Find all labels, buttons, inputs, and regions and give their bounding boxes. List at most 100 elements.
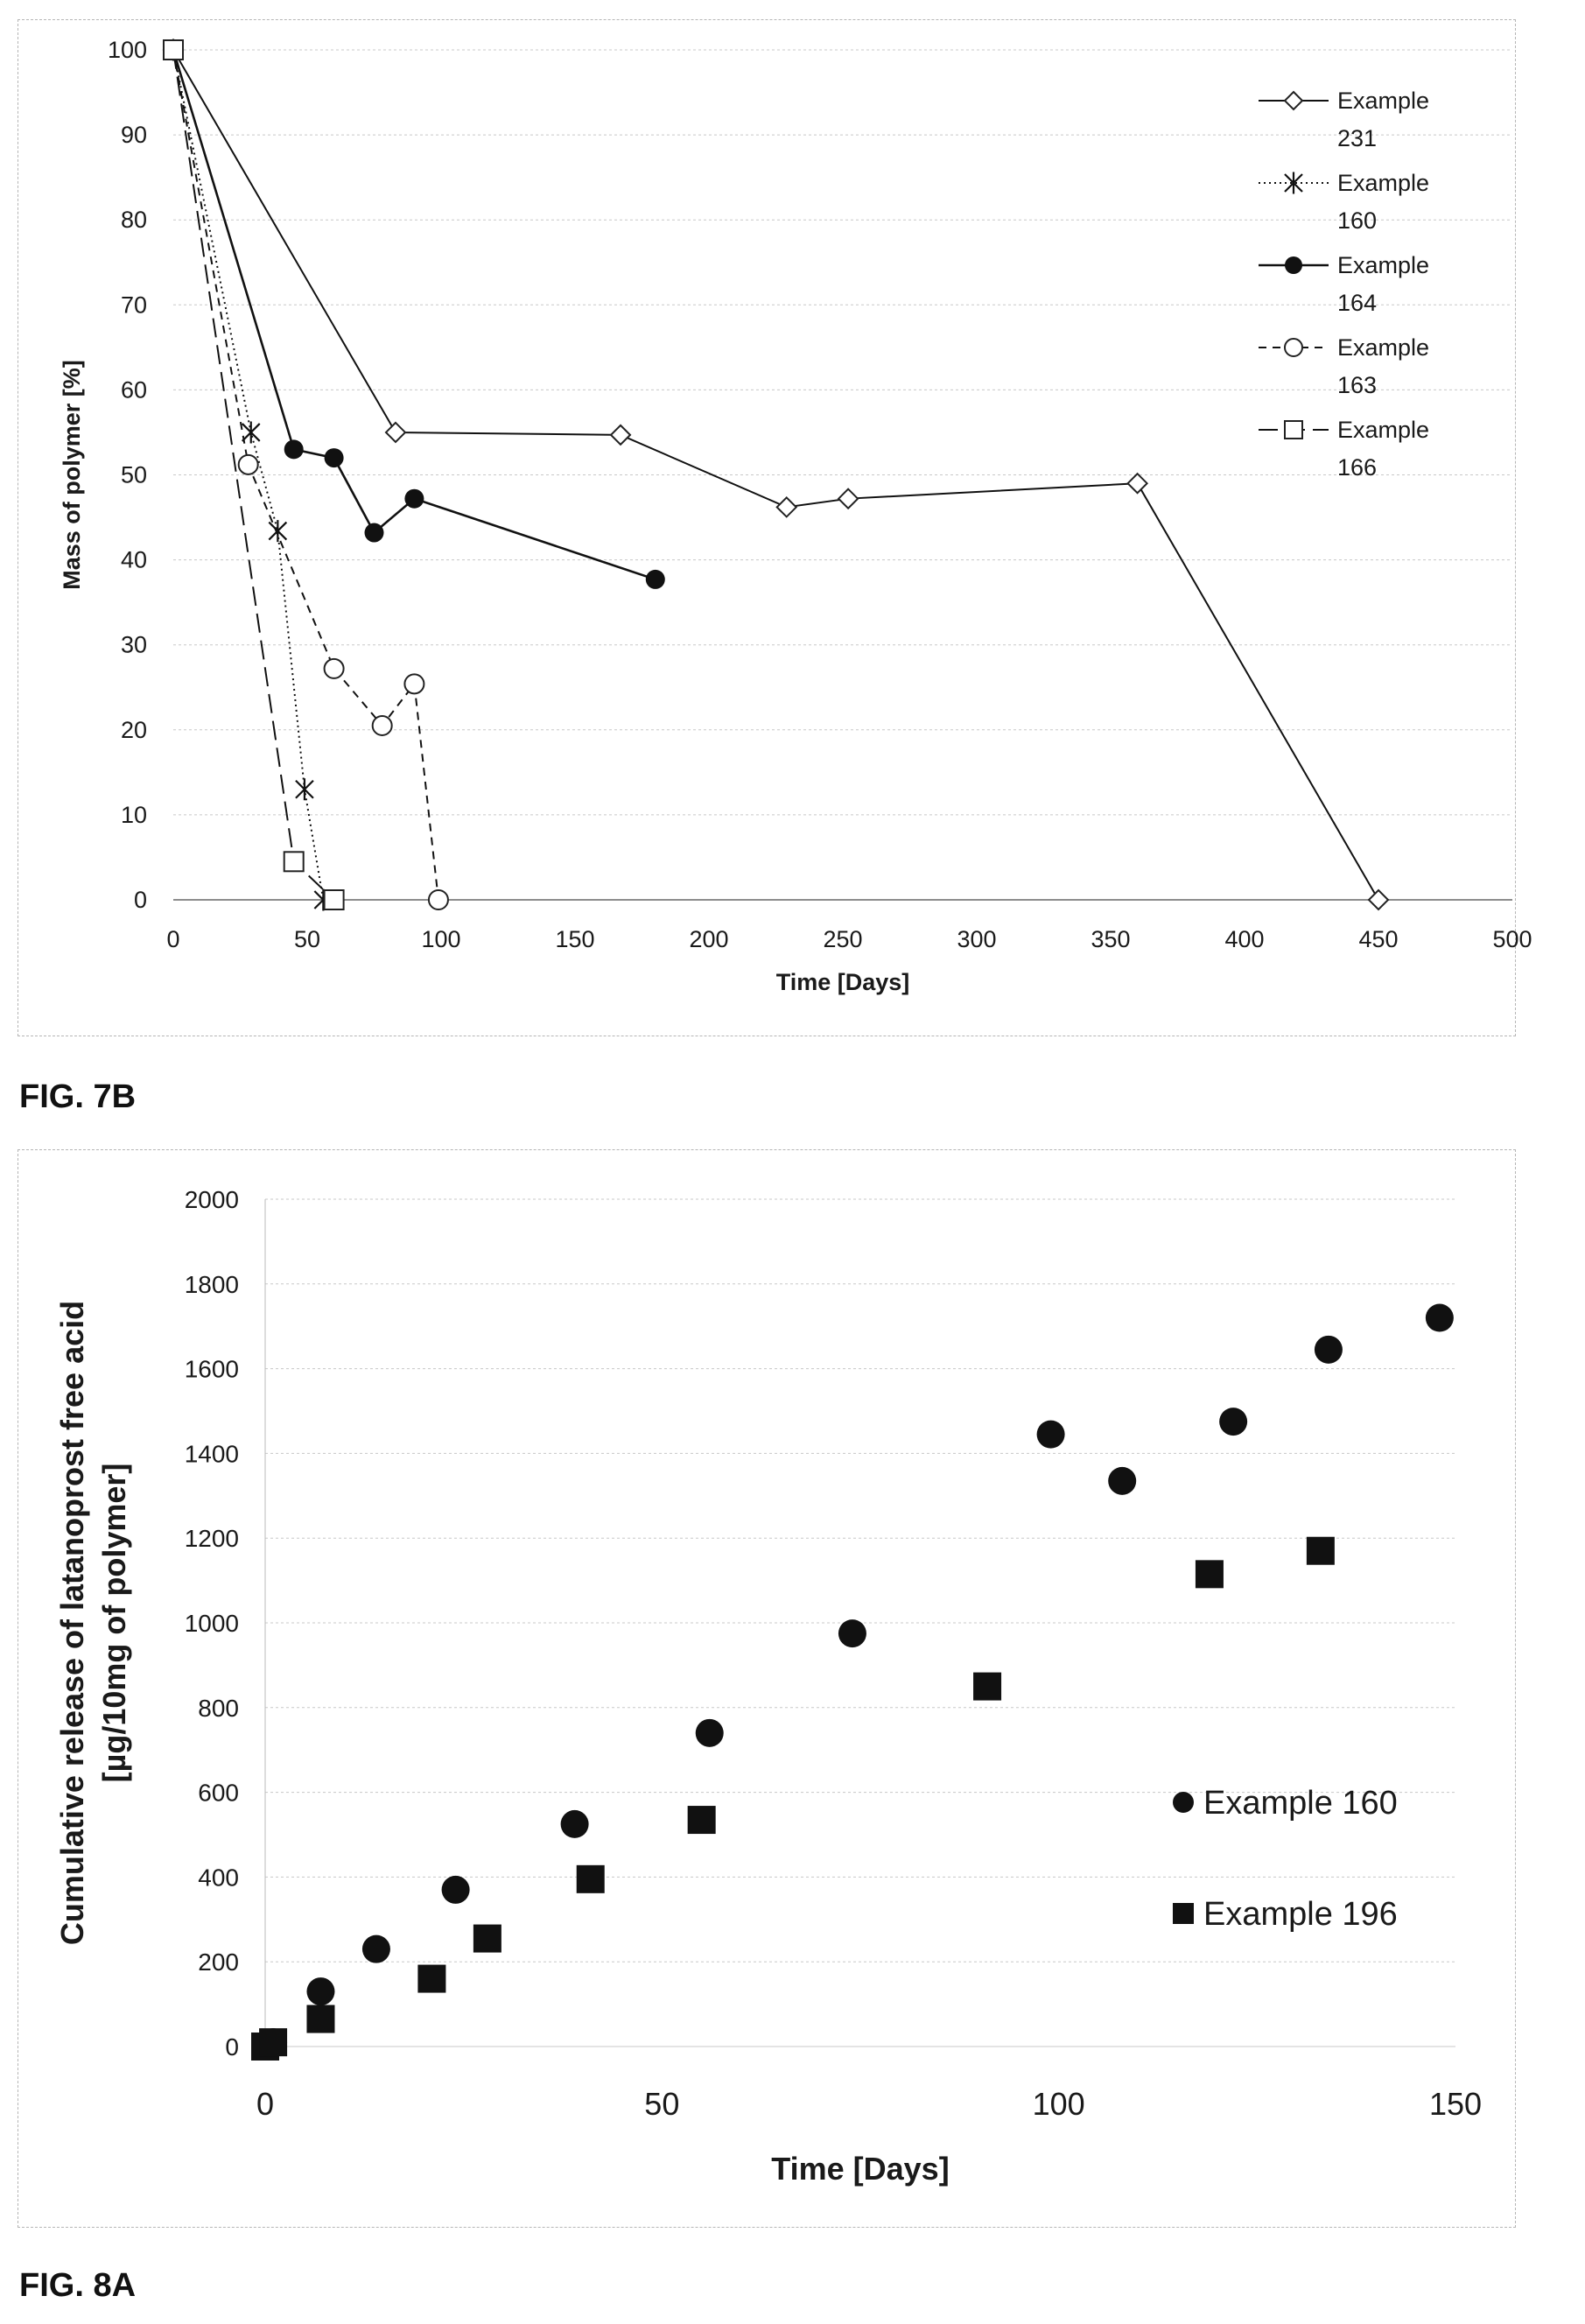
series-group: [162, 39, 1390, 911]
data-point: [241, 421, 261, 444]
data-point: [1367, 888, 1390, 911]
x-tick-label: 300: [957, 926, 996, 952]
data-point: [473, 1924, 501, 1953]
figure-label: FIG. 7B: [19, 1078, 137, 1115]
x-tick-label: 150: [555, 926, 594, 952]
data-point: [324, 448, 344, 468]
legend-marker: [1284, 338, 1303, 357]
legend-marker: [1285, 256, 1302, 274]
y-tick-label: 50: [121, 462, 147, 488]
x-tick-label: 100: [421, 926, 460, 952]
data-point: [695, 1718, 724, 1747]
mass-loss-chart: 0 10 20 30 40 50 60 70 80 90 100 0 50 100 150 200 250 300…: [59, 37, 1532, 995]
x-axis-title: Time [Days]: [776, 969, 910, 995]
figure-8a-panel: 0 200 400 600 800 1000 1200 1400 1600 1800 2000 0 50…: [18, 1149, 1516, 2228]
y-tick-label: 30: [121, 632, 147, 658]
y-tick-label: 600: [198, 1780, 239, 1807]
legend-label: 160: [1337, 207, 1377, 234]
x-tick-label: 50: [644, 2086, 679, 2122]
legend-label: 231: [1337, 125, 1377, 151]
series-group: [251, 1303, 1454, 2061]
data-point: [295, 778, 314, 801]
data-point: [284, 439, 304, 460]
data-point: [1219, 1408, 1248, 1436]
y-tick-label: 100: [108, 37, 147, 63]
y-tick-label: 70: [121, 291, 147, 318]
y-tick-label: 40: [121, 547, 147, 573]
y-tick-label: 200: [198, 1948, 239, 1976]
x-tick-label: 250: [823, 926, 862, 952]
y-tick-label: 10: [121, 802, 147, 828]
data-point: [1126, 472, 1149, 495]
series-line-3: [172, 49, 656, 581]
data-point: [775, 495, 798, 518]
x-tick-label: 450: [1358, 926, 1398, 952]
legend-label: Example 196: [1203, 1896, 1398, 1933]
x-tick-label: 0: [256, 2086, 274, 2122]
y-tick-label: 60: [121, 376, 147, 403]
data-point: [268, 520, 288, 543]
legend: Example 160 Example 196: [1173, 1785, 1398, 1933]
y-tick-label: 20: [121, 717, 147, 743]
data-point: [1306, 1536, 1335, 1565]
legend-label: Example: [1337, 88, 1429, 114]
figure-label: FIG. 8A: [19, 2267, 137, 2304]
legend-marker: [1173, 1903, 1194, 1924]
data-point: [384, 421, 407, 444]
y-tick-label: 1400: [185, 1440, 239, 1467]
data-point: [306, 1977, 335, 2006]
data-point: [364, 523, 384, 543]
data-point: [560, 1809, 589, 1838]
data-point: [1425, 1303, 1454, 1332]
y-axis-title: Cumulative release of latanoprost free a…: [54, 1301, 90, 1945]
data-point: [427, 889, 449, 910]
x-tick-label: 0: [166, 926, 179, 952]
y-tick-label: 80: [121, 207, 147, 233]
x-axis-title: Time [Days]: [771, 2151, 949, 2187]
data-point: [1036, 1420, 1065, 1449]
data-point: [237, 453, 259, 475]
data-point: [323, 657, 345, 679]
data-point: [1108, 1466, 1137, 1495]
legend-label: Example: [1337, 252, 1429, 278]
data-point: [283, 851, 305, 873]
data-point: [576, 1864, 605, 1893]
cumulative-release-chart: 0 200 400 600 800 1000 1200 1400 1600 1800 2000 0 50…: [54, 1186, 1482, 2187]
x-tick-label: 50: [294, 926, 320, 952]
y-tick-label: 1800: [185, 1271, 239, 1298]
legend-marker: [1284, 172, 1303, 194]
x-tick-label: 100: [1033, 2086, 1085, 2122]
data-point: [441, 1875, 470, 1904]
figure-7b-panel: 0 10 20 30 40 50 60 70 80 90 100 0 50 100 150 200 250 300…: [18, 19, 1532, 1036]
y-axis-title-line-2: [µg/10mg of polymer]: [96, 1464, 132, 1783]
y-tick-label: 0: [134, 887, 147, 913]
y-tick-label: 1000: [185, 1610, 239, 1637]
x-tick-label: 150: [1429, 2086, 1482, 2122]
y-tick-label: 1600: [185, 1356, 239, 1383]
y-axis-title: Mass of polymer [%]: [59, 360, 85, 590]
y-tick-label: 800: [198, 1695, 239, 1722]
data-point: [361, 1934, 390, 1963]
legend-label: 163: [1337, 372, 1377, 398]
y-tick-label: 0: [225, 2033, 239, 2061]
legend-label: Example: [1337, 170, 1429, 196]
data-point: [1314, 1335, 1343, 1364]
x-tick-label: 400: [1224, 926, 1264, 952]
data-point: [687, 1806, 716, 1835]
legend-marker: [1284, 420, 1303, 439]
data-point: [609, 424, 632, 446]
data-point: [163, 39, 184, 60]
data-point: [645, 569, 665, 589]
data-point: [403, 673, 425, 695]
y-tick-label: 2000: [185, 1186, 239, 1213]
grid: [173, 49, 1512, 901]
data-point: [306, 2005, 335, 2033]
legend-marker: [1283, 90, 1304, 111]
legend-label: Example 160: [1203, 1785, 1398, 1822]
legend-label: Example: [1337, 334, 1429, 361]
y-tick-label: 1200: [185, 1525, 239, 1552]
x-tick-label: 350: [1091, 926, 1130, 952]
legend-label: 166: [1337, 454, 1377, 481]
legend-marker: [1173, 1792, 1194, 1813]
data-point: [323, 889, 345, 910]
